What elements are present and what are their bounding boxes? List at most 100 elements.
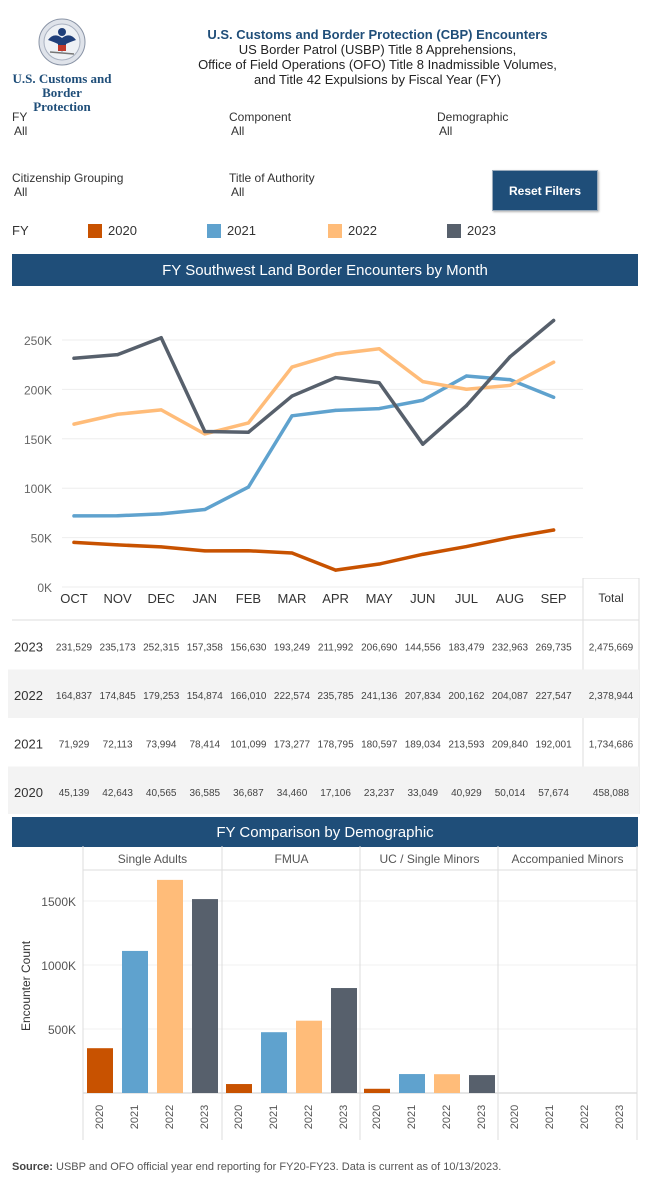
table-cell: 78,414: [190, 739, 221, 750]
data-point-2021: [334, 408, 338, 412]
table-cell: 231,529: [56, 642, 93, 653]
legend-label-2022: 2022: [348, 223, 377, 238]
table-cell: 241,136: [361, 691, 398, 702]
x-tick-label: 2023: [199, 1105, 211, 1129]
bar-uc-single-minors-2020: [364, 1088, 390, 1093]
reset-filters-button[interactable]: Reset Filters: [492, 170, 598, 211]
data-point-2023: [116, 353, 120, 357]
bar-fmua-2023: [331, 988, 357, 1093]
data-point-2021: [508, 378, 512, 382]
filter-component[interactable]: Component All: [229, 110, 291, 138]
table-cell: 71,929: [59, 739, 90, 750]
x-tick-label: 2023: [338, 1105, 350, 1129]
fy-legend: FY 2020 2021 2022 2023: [0, 222, 650, 242]
table-cell: 211,992: [318, 642, 354, 653]
filter-fy[interactable]: FY All: [12, 110, 27, 138]
legend-item-2023[interactable]: 2023: [447, 223, 496, 238]
panel-title-3: Accompanied Minors: [511, 852, 623, 866]
table-cell: 222,574: [274, 691, 311, 702]
data-point-2021: [377, 406, 381, 411]
data-point-2020: [203, 549, 207, 553]
table-row: 2022 164,837 174,845 179,253 154,874 166,010 2…: [14, 688, 634, 703]
source-label: Source:: [12, 1161, 53, 1173]
filter-fy-value[interactable]: All: [14, 124, 28, 138]
y-tick-label: 150K: [24, 433, 52, 447]
table-cell: 235,173: [100, 642, 137, 653]
x-tick-label-aug: AUG: [496, 591, 524, 606]
page-title-block: U.S. Customs and Border Protection (CBP)…: [150, 27, 605, 87]
series-line-2021: [72, 374, 556, 518]
data-point-2021: [290, 414, 294, 418]
table-cell: 73,994: [146, 739, 177, 750]
x-tick-label: 2022: [303, 1105, 315, 1129]
data-point-2021: [116, 514, 120, 518]
legend-swatch-2020: [88, 223, 102, 238]
bar-fmua-2021: [261, 1032, 287, 1093]
table-cell: 204,087: [492, 691, 529, 702]
x-tick-label: 2020: [371, 1105, 383, 1129]
table-cell: 207,834: [405, 691, 442, 702]
x-tick-label-mar: MAR: [278, 591, 307, 606]
filter-component-label: Component: [229, 110, 292, 124]
table-cell: 235,785: [318, 691, 355, 702]
filter-title-authority-label: Title of Authority: [229, 171, 315, 185]
series-line-2022: [72, 347, 556, 436]
data-point-2021: [159, 512, 163, 516]
y-axis-title: Encounter Count: [19, 940, 33, 1031]
legend-label-2023: 2023: [467, 223, 496, 238]
total-header: Total: [598, 591, 623, 605]
table-cell: 252,315: [143, 642, 180, 653]
bar-fmua-2020: [226, 1084, 252, 1093]
data-point-2022: [377, 347, 381, 351]
filter-title-authority[interactable]: Title of Authority All: [229, 171, 315, 199]
legend-item-2021[interactable]: 2021: [207, 223, 256, 238]
table-cell: 166,010: [230, 691, 267, 702]
x-tick-label-jan: JAN: [193, 591, 218, 606]
filter-demographic-label: Demographic: [437, 110, 509, 124]
table-cell: 200,162: [448, 691, 485, 702]
data-point-2023: [290, 394, 294, 398]
table-cell: 40,565: [146, 788, 177, 799]
filter-title-authority-value[interactable]: All: [231, 185, 245, 199]
bar-uc-single-minors-2023: [469, 1075, 495, 1093]
y-tick-label: 1000K: [41, 959, 76, 973]
table-cell: 173,277: [274, 739, 311, 750]
table-cell: 269,735: [536, 642, 573, 653]
table-cell: 36,687: [233, 788, 264, 799]
bar-chart: Encounter Count 500K 1000K 1500K Single Adul…: [19, 846, 638, 1140]
table-cell: 72,113: [103, 739, 133, 750]
row-total: 2,475,669: [589, 642, 634, 653]
x-tick-label: 2022: [164, 1105, 176, 1129]
row-year: 2020: [14, 785, 43, 800]
filter-citizenship-label: Citizenship Grouping: [12, 171, 124, 185]
filter-demographic[interactable]: Demographic All: [437, 110, 508, 138]
panel-title-0: Single Adults: [118, 852, 187, 866]
table-cell: 209,840: [492, 739, 529, 750]
x-tick-label: 2023: [614, 1105, 626, 1129]
data-point-2021: [72, 514, 76, 518]
data-point-2023: [421, 442, 425, 446]
legend-swatch-2022: [328, 223, 342, 238]
data-point-2023: [377, 381, 381, 385]
filter-component-value[interactable]: All: [231, 124, 245, 138]
table-cell: 42,643: [102, 788, 133, 799]
x-tick-label-jun: JUN: [410, 591, 435, 606]
data-point-2020: [508, 535, 512, 540]
table-row-bg: [8, 669, 639, 718]
filter-citizenship[interactable]: Citizenship Grouping All: [12, 171, 123, 199]
legend-item-2020[interactable]: 2020: [88, 223, 137, 238]
legend-title: FY: [12, 223, 29, 238]
table-cell: 192,001: [536, 739, 573, 750]
data-point-2023: [72, 356, 76, 360]
series-line-2020: [72, 528, 556, 572]
table-cell: 50,014: [495, 788, 526, 799]
data-point-2021: [421, 398, 425, 402]
panel-title-1: FMUA: [275, 852, 309, 866]
x-tick-label: 2021: [544, 1105, 556, 1129]
source-text: USBP and OFO official year end reporting…: [52, 1161, 502, 1173]
data-point-2022: [246, 421, 250, 425]
x-tick-label-sep: SEP: [541, 591, 567, 606]
filter-citizenship-value[interactable]: All: [14, 185, 28, 199]
filter-demographic-value[interactable]: All: [439, 124, 453, 138]
legend-item-2022[interactable]: 2022: [328, 223, 377, 238]
